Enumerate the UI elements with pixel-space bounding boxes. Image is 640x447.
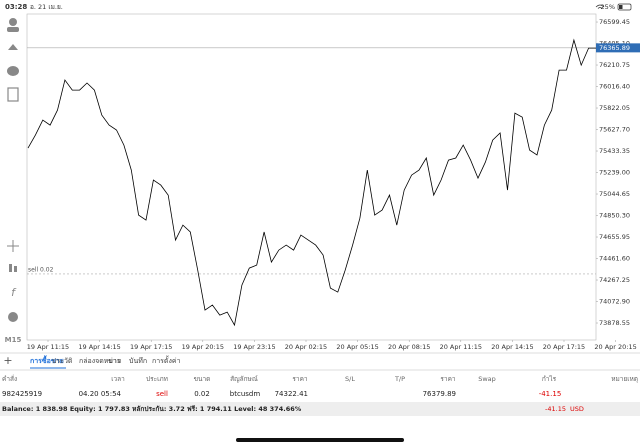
column-header: ราคา <box>292 375 307 383</box>
x-tick-label: 19 Apr 14:15 <box>78 343 120 351</box>
tab[interactable]: ข่าว <box>108 357 121 365</box>
tab[interactable]: บันทึก <box>129 356 147 365</box>
column-header: หมายเหตุ <box>611 375 638 383</box>
candles-icon[interactable] <box>9 264 12 272</box>
y-tick-label: 75627.70 <box>599 126 630 134</box>
tab[interactable]: กล่องจดหมาย <box>79 357 121 365</box>
cell-type: sell <box>156 390 168 398</box>
x-tick-label: 20 Apr 08:15 <box>388 343 430 351</box>
cell-price: 76379.89 <box>423 390 456 398</box>
y-tick-label: 75044.65 <box>599 190 630 198</box>
column-header: เวลา <box>111 375 125 383</box>
tab[interactable]: การตั้งค่า <box>152 354 181 365</box>
cell-open_price: 74322.41 <box>275 390 308 398</box>
column-header: T/P <box>394 375 405 383</box>
battery-icon <box>617 3 632 11</box>
summary-bar <box>0 402 640 416</box>
tab[interactable]: การซื้อขาย <box>30 354 64 365</box>
x-tick-label: 19 Apr 20:15 <box>182 343 224 351</box>
tab[interactable]: ประวัติ <box>52 357 73 365</box>
column-header: S/L <box>345 375 355 383</box>
column-header: คำสั่ง <box>2 374 17 383</box>
x-tick-label: 19 Apr 17:15 <box>130 343 172 351</box>
y-tick-label: 76599.45 <box>599 18 630 26</box>
add-button[interactable]: + <box>3 354 12 367</box>
chat-icon[interactable] <box>7 66 19 76</box>
column-header: สัญลักษณ์ <box>230 375 258 383</box>
cell-order: 982425919 <box>2 390 42 398</box>
x-tick-label: 19 Apr 11:15 <box>27 343 69 351</box>
summary-profit: -41.15 <box>545 405 566 413</box>
y-tick-label: 73878.55 <box>599 319 630 327</box>
y-tick-label: 74072.90 <box>599 298 630 306</box>
date: อ. 21 เม.ย. <box>30 3 63 11</box>
order-line-label: sell 0.02 <box>28 266 54 273</box>
column-header: ประเภท <box>146 375 168 383</box>
y-tick-label: 74461.60 <box>599 255 630 263</box>
plot-frame <box>26 13 597 341</box>
y-tick-label: 75433.35 <box>599 147 630 155</box>
wifi-icon <box>595 4 605 9</box>
cell-symbol: btcusdm <box>230 390 261 398</box>
y-tick-label: 76210.75 <box>599 61 630 69</box>
y-tick-label: 76016.40 <box>599 83 630 91</box>
cell-volume: 0.02 <box>194 390 210 398</box>
column-header: กำไร <box>542 375 557 383</box>
left-toolbar: f <box>7 18 19 322</box>
column-header: ขนาด <box>194 375 211 383</box>
chart: 76599.4576405.1076210.7576016.4075822.05… <box>26 13 640 351</box>
x-tick-label: 20 Apr 05:15 <box>336 343 378 351</box>
y-tick-label: 74267.25 <box>599 276 630 284</box>
trade-icon[interactable] <box>8 44 18 50</box>
y-tick-label: 75239.00 <box>599 169 630 177</box>
x-tick-label: 20 Apr 11:15 <box>440 343 482 351</box>
column-header: Swap <box>478 375 496 383</box>
y-tick-label: 74850.30 <box>599 212 630 220</box>
price-box <box>596 43 640 53</box>
crosshair-icon[interactable] <box>7 240 19 252</box>
x-tick-label: 19 Apr 23:15 <box>233 343 275 351</box>
objects-icon[interactable] <box>8 312 18 322</box>
x-tick-label: 20 Apr 20:15 <box>594 343 636 351</box>
battery-fill <box>619 5 623 9</box>
account-icon[interactable] <box>9 18 17 26</box>
battery-level: 25% <box>601 3 615 11</box>
summary-currency: USD <box>570 405 584 413</box>
y-tick-label: 75822.05 <box>599 104 630 112</box>
cell-time: 04.20 05:54 <box>79 390 122 398</box>
price-line-series <box>27 38 596 327</box>
x-tick-label: 20 Apr 14:15 <box>491 343 533 351</box>
x-tick-label: 20 Apr 02:15 <box>285 343 327 351</box>
candles-icon-2 <box>14 266 17 272</box>
clock: 03:28 <box>5 3 27 11</box>
new-chart-icon[interactable] <box>7 87 19 102</box>
timeframe[interactable]: M15 <box>5 336 22 344</box>
cell-profit: -41.15 <box>539 390 562 398</box>
column-header: ราคา <box>440 375 455 383</box>
summary-text: Balance: 1 838.98 Equity: 1 797.83 หลักป… <box>2 405 302 413</box>
y-tick-label: 74655.95 <box>599 233 630 241</box>
table: คำสั่ง เวลา ประเภท ขนาด สัญลักษณ์ ราคา S/L T/P ร… <box>2 374 638 398</box>
indicators-icon[interactable]: f <box>11 286 17 299</box>
price-label: 76365.89 <box>599 44 630 52</box>
x-tick-label: 20 Apr 17:15 <box>543 343 585 351</box>
home-indicator <box>236 438 404 442</box>
account-icon-body <box>7 27 19 32</box>
